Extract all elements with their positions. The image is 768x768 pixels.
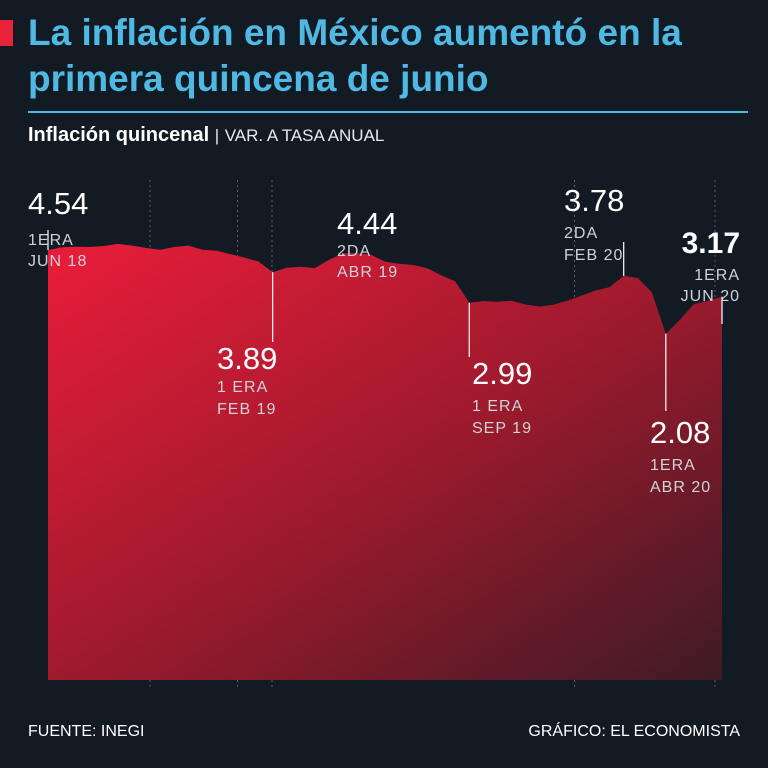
- annotation-date-1: FEB 19: [217, 401, 276, 418]
- subtitle-units: VAR. A TASA ANUAL: [224, 126, 385, 145]
- annotation-period-1: 1 ERA: [217, 379, 268, 396]
- annotation-date-4: FEB 20: [564, 247, 623, 264]
- annotation-value-2: 4.44: [337, 206, 397, 241]
- annotation-value-6: 3.17: [682, 227, 740, 260]
- title-accent-bar: [0, 20, 13, 46]
- annotation-value-1: 3.89: [217, 341, 277, 376]
- annotation-date-6: JUN 20: [681, 288, 740, 305]
- chart-subtitle: Inflación quincenal | VAR. A TASA ANUAL: [28, 124, 384, 147]
- annotation-date-0: JUN 18: [28, 253, 87, 270]
- annotation-date-2: ABR 19: [337, 264, 398, 281]
- annotation-period-4: 2DA: [564, 225, 598, 242]
- annotation-period-2: 2DA: [337, 243, 371, 260]
- annotation-value-0: 4.54: [28, 186, 88, 221]
- annotation-leaders: [47, 230, 723, 411]
- inflation-area: [48, 243, 722, 680]
- title-divider: [28, 111, 748, 113]
- credit-note: GRÁFICO: EL ECONOMISTA: [528, 723, 740, 740]
- annotation-labels: 4.54 1ERA JUN 18 3.89 1 ERA FEB 19 4.44 2DA ABR …: [28, 183, 740, 496]
- annotation-value-5: 2.08: [650, 415, 710, 450]
- subtitle-separator: |: [214, 126, 220, 145]
- annotation-date-5: ABR 20: [650, 479, 711, 496]
- annotation-date-3: SEP 19: [472, 420, 532, 437]
- annotation-value-4: 3.78: [564, 183, 624, 218]
- subtitle-main: Inflación quincenal: [28, 124, 210, 146]
- chart-title: La inflación en México aumentó en la pri…: [28, 12, 682, 99]
- annotation-period-0: 1ERA: [28, 232, 74, 249]
- annotation-value-3: 2.99: [472, 356, 532, 391]
- source-note: FUENTE: INEGI: [28, 723, 145, 740]
- annotation-period-3: 1 ERA: [472, 398, 523, 415]
- annotation-period-6: 1ERA: [694, 267, 740, 284]
- annotation-period-5: 1ERA: [650, 457, 696, 474]
